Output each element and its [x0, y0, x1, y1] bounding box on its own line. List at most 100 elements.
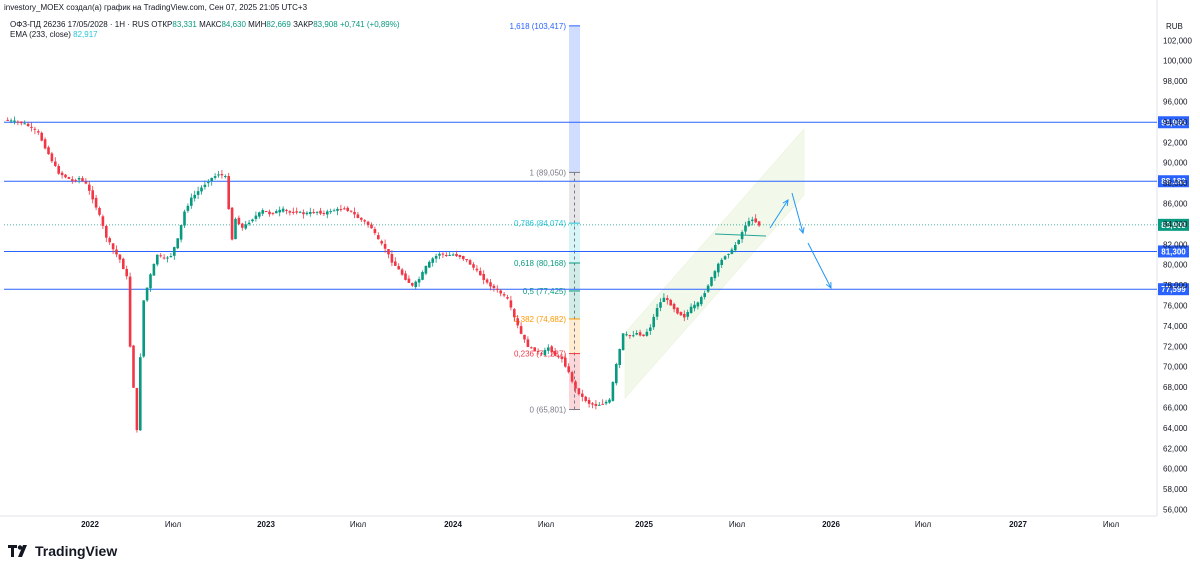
- ema-label[interactable]: EMA (233, close): [10, 30, 71, 39]
- candle-body: [407, 278, 411, 283]
- candle-body: [152, 263, 156, 276]
- candle-body: [159, 255, 162, 257]
- candle-body: [295, 211, 298, 213]
- candle-body: [135, 387, 139, 431]
- candle-body: [98, 208, 101, 215]
- candle-body: [33, 128, 37, 130]
- candle-body: [81, 178, 84, 181]
- candle-body: [281, 208, 285, 212]
- candle-body: [237, 217, 241, 225]
- candle-body: [145, 287, 149, 301]
- x-tick-label: Июл: [350, 520, 367, 529]
- candle-body: [611, 381, 615, 401]
- candle-body: [346, 207, 349, 211]
- fib-level-label: 0,236 (71,287): [514, 350, 566, 359]
- candle-body: [336, 208, 339, 211]
- fib-level-label: 0,5 (77,425): [523, 287, 566, 296]
- candle-body: [292, 211, 295, 213]
- candle-body: [516, 318, 519, 326]
- candle-body: [455, 253, 458, 257]
- level-price-label: 81,300: [1161, 247, 1186, 256]
- candle-body: [618, 349, 621, 365]
- fib-level-label: 0,618 (80,168): [514, 259, 566, 268]
- candle-body: [652, 316, 655, 328]
- candle-body: [193, 194, 196, 199]
- candle-body: [162, 257, 166, 259]
- symbol-label[interactable]: ОФЗ-ПД 26236 17/05/2028 · 1Н · RUS: [10, 20, 150, 29]
- candle-body: [679, 312, 683, 316]
- candle-body: [686, 312, 689, 317]
- y-tick-label: 74,000: [1163, 322, 1188, 331]
- candle-body: [608, 399, 611, 403]
- candle-body: [431, 258, 434, 263]
- low-value: 82,669: [266, 20, 291, 29]
- forecast-arrows[interactable]: [769, 192, 832, 290]
- candle-body: [268, 211, 271, 215]
- candle-body: [213, 176, 217, 178]
- fib-level-label: 1 (89,050): [530, 168, 567, 177]
- candle-body: [128, 276, 132, 347]
- candle-body: [108, 238, 111, 243]
- forecast-arrow-up: [769, 199, 789, 229]
- candle-body: [247, 222, 251, 225]
- candle-body: [20, 121, 23, 124]
- candle-body: [499, 290, 502, 294]
- candle-body: [203, 184, 207, 188]
- candle-body: [581, 393, 584, 397]
- x-tick-label: 2026: [822, 520, 840, 529]
- candle-body: [720, 259, 723, 265]
- candle-body: [111, 243, 115, 250]
- fibonacci-tool[interactable]: 1,618 (103,417) 1 (89,050) 0,786 (84,074) 0…: [510, 22, 581, 415]
- candle-body: [227, 175, 230, 210]
- current-price-tag: [1158, 218, 1189, 231]
- candle-body: [703, 293, 706, 298]
- candle-body: [723, 256, 727, 260]
- level-price-tag: [1158, 245, 1189, 258]
- candle-body: [176, 238, 179, 249]
- candle-body: [224, 176, 227, 178]
- candle-body: [445, 254, 448, 256]
- candle-body: [179, 225, 183, 240]
- trend-channel[interactable]: [624, 128, 805, 399]
- candle-body: [502, 294, 506, 296]
- candle-body: [557, 356, 560, 358]
- candle-body: [570, 372, 574, 382]
- candle-body: [57, 165, 60, 174]
- horizontal-levels[interactable]: 93,965 88,182 81,300 77,599 83,908: [4, 116, 1189, 296]
- candle-body: [625, 334, 628, 336]
- candle-body: [122, 258, 125, 270]
- x-axis[interactable]: 2022 Июл 2023 Июл 2024 Июл 2025 Июл 2026 Июл 2027 И…: [81, 520, 1119, 529]
- candle-body: [47, 147, 50, 155]
- y-tick-label: 98,000: [1163, 77, 1188, 86]
- candle-body: [390, 254, 394, 263]
- candle-body: [621, 333, 625, 351]
- tradingview-logo-icon: [8, 545, 27, 557]
- candle-body: [77, 177, 81, 180]
- candle-body: [50, 153, 54, 162]
- candle-body: [322, 213, 326, 215]
- y-axis[interactable]: 102,000 100,000 98,000 96,000 94,000 92,000 90…: [1163, 36, 1192, 514]
- candle-body: [754, 218, 757, 223]
- candle-body: [472, 264, 475, 268]
- candle-body: [13, 120, 16, 122]
- y-tick-label: 78,000: [1163, 281, 1188, 290]
- candle-body: [594, 403, 598, 406]
- candle-body: [101, 216, 105, 226]
- candle-body: [156, 254, 159, 265]
- candle-body: [547, 347, 550, 351]
- candle-body: [71, 179, 74, 181]
- ohlc-row: ОФЗ-ПД 26236 17/05/2028 · 1Н · RUS ОТКР8…: [10, 20, 400, 30]
- currency-unit: RUB: [1166, 22, 1183, 31]
- y-tick-label: 86,000: [1163, 200, 1188, 209]
- candle-body: [54, 161, 57, 166]
- candle-body: [26, 123, 30, 127]
- candle-body: [482, 273, 485, 280]
- candle-body: [632, 335, 635, 337]
- candle-body: [394, 261, 397, 266]
- candle-body: [649, 327, 652, 331]
- candle-body: [220, 174, 224, 176]
- candle-body: [462, 256, 465, 260]
- candle-body: [434, 255, 438, 259]
- tradingview-logo[interactable]: TradingView: [8, 543, 117, 559]
